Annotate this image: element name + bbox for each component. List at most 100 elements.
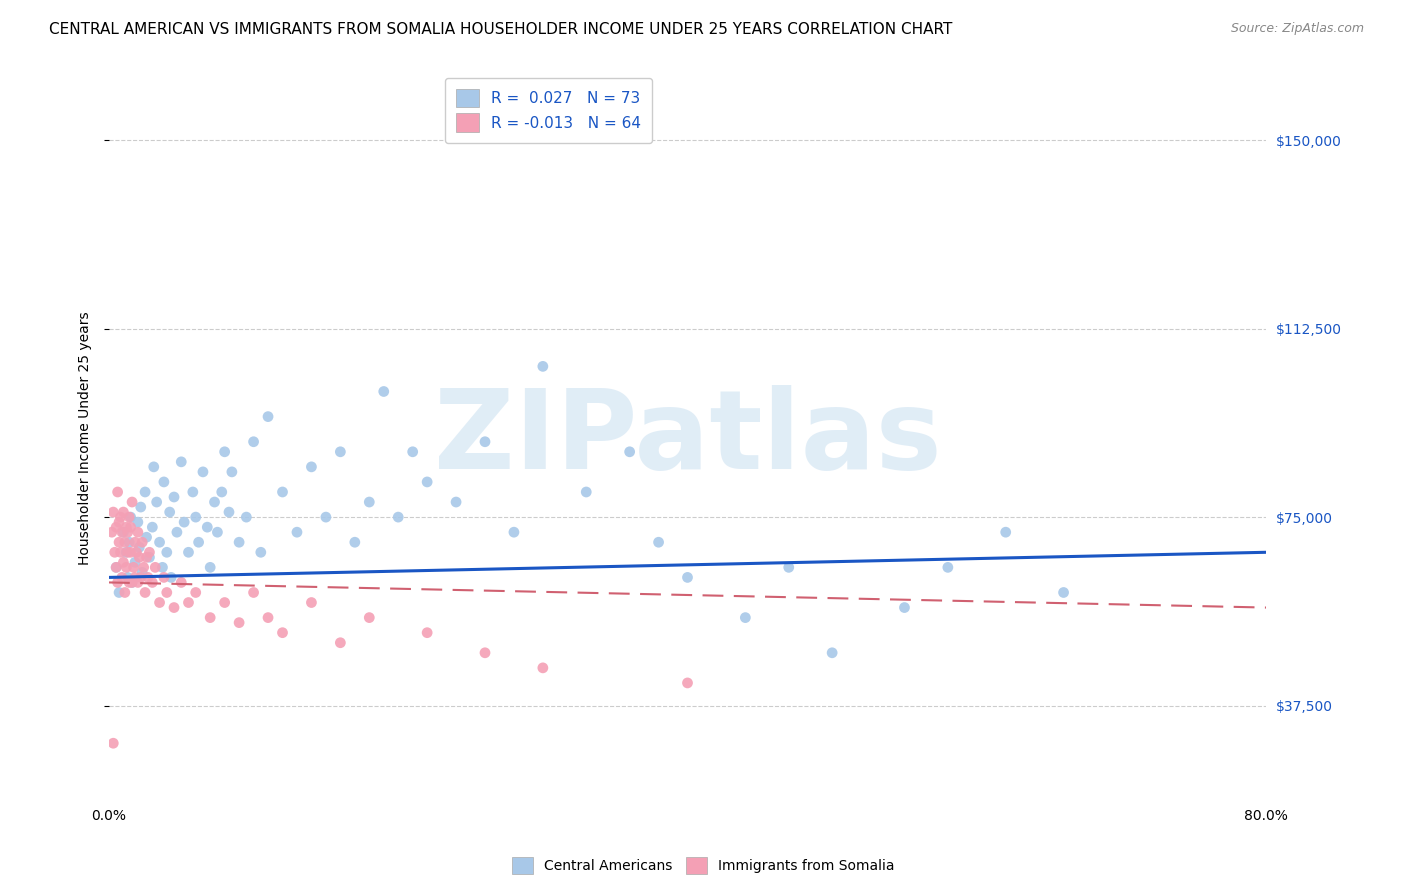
Point [131, 535, 153, 549]
Point [994, 525, 1017, 540]
Point [181, 485, 204, 500]
Point [184, 510, 207, 524]
Point [111, 525, 134, 540]
Point [124, 570, 146, 584]
Point [117, 570, 139, 584]
Point [121, 575, 143, 590]
Point [647, 535, 669, 549]
Point [159, 505, 181, 519]
Legend: R =  0.027   N = 73, R = -0.013   N = 64: R = 0.027 N = 73, R = -0.013 N = 64 [446, 78, 652, 143]
Point [211, 485, 233, 500]
Text: CENTRAL AMERICAN VS IMMIGRANTS FROM SOMALIA HOUSEHOLDER INCOME UNDER 25 YEARS CO: CENTRAL AMERICAN VS IMMIGRANTS FROM SOMA… [49, 22, 953, 37]
Point [148, 535, 170, 549]
Point [128, 541, 150, 555]
Point [821, 646, 844, 660]
Point [134, 485, 156, 500]
Point [122, 560, 145, 574]
Point [163, 490, 186, 504]
Point [676, 676, 699, 690]
Point [778, 560, 800, 574]
Y-axis label: Householder Income Under 25 years: Householder Income Under 25 years [79, 312, 93, 566]
Point [271, 625, 294, 640]
Point [221, 465, 243, 479]
Point [110, 510, 132, 524]
Point [120, 545, 142, 559]
Point [114, 535, 136, 549]
Point [402, 444, 425, 458]
Point [120, 520, 142, 534]
Point [153, 475, 176, 489]
Point [132, 560, 155, 574]
Point [118, 535, 141, 549]
Point [242, 585, 264, 599]
Point [129, 570, 152, 584]
Point [103, 505, 125, 519]
Point [191, 465, 214, 479]
Point [619, 444, 641, 458]
Point [474, 434, 496, 449]
Point [204, 495, 226, 509]
Point [107, 485, 129, 500]
Point [105, 520, 128, 534]
Point [166, 525, 188, 540]
Point [127, 575, 149, 590]
Point [207, 525, 229, 540]
Point [125, 545, 148, 559]
Point [101, 525, 124, 540]
Point [301, 459, 323, 474]
Point [214, 595, 236, 609]
Point [115, 560, 138, 574]
Point [1052, 585, 1074, 599]
Point [134, 585, 156, 599]
Point [160, 570, 183, 584]
Point [676, 570, 699, 584]
Point [257, 409, 280, 424]
Point [138, 550, 160, 565]
Point [103, 736, 125, 750]
Point [135, 550, 157, 565]
Point [198, 610, 221, 624]
Point [145, 495, 167, 509]
Point [359, 495, 381, 509]
Point [474, 646, 496, 660]
Point [148, 595, 170, 609]
Point [105, 560, 128, 574]
Point [107, 575, 129, 590]
Point [110, 545, 132, 559]
Point [118, 575, 141, 590]
Point [112, 525, 135, 540]
Point [108, 535, 131, 549]
Point [156, 585, 179, 599]
Point [387, 510, 409, 524]
Point [235, 510, 257, 524]
Point [228, 535, 250, 549]
Point [285, 525, 308, 540]
Point [503, 525, 526, 540]
Point [416, 475, 439, 489]
Point [136, 570, 159, 584]
Point [315, 510, 337, 524]
Point [170, 575, 193, 590]
Point [104, 545, 127, 559]
Point [329, 636, 352, 650]
Point [124, 555, 146, 569]
Point [531, 661, 554, 675]
Point [118, 510, 141, 524]
Point [271, 485, 294, 500]
Point [173, 515, 195, 529]
Point [177, 595, 200, 609]
Point [156, 545, 179, 559]
Point [301, 595, 323, 609]
Point [114, 585, 136, 599]
Point [198, 560, 221, 574]
Point [138, 545, 160, 559]
Point [152, 560, 174, 574]
Point [257, 610, 280, 624]
Point [373, 384, 395, 399]
Point [141, 575, 163, 590]
Point [214, 444, 236, 458]
Point [129, 500, 152, 514]
Point [416, 625, 439, 640]
Point [112, 555, 135, 569]
Point [575, 485, 598, 500]
